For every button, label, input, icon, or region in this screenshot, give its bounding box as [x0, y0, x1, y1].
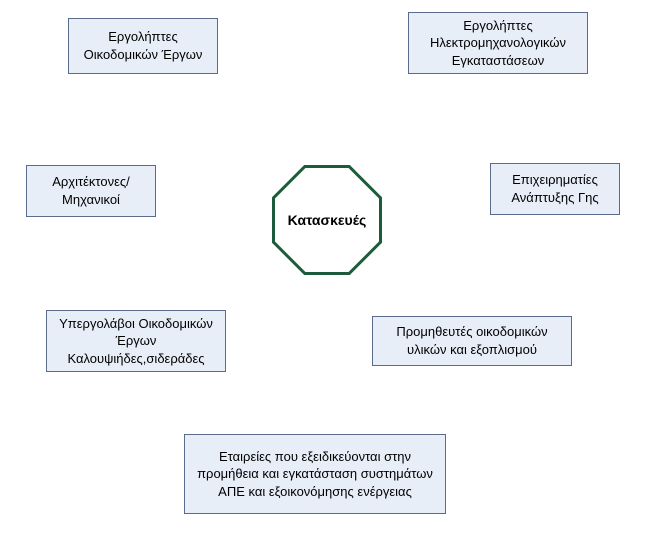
node-mid-left: Αρχιτέκτονες/ Μηχανικοί — [26, 165, 156, 217]
node-label: Εργολήπτες Ηλεκτρομηχανολογικών Εγκαταστ… — [417, 17, 579, 70]
node-bottom: Εταιρείες που εξειδικεύονται στην προμήθ… — [184, 434, 446, 514]
node-top-left: Εργολήπτες Οικοδομικών Έργων — [68, 18, 218, 74]
node-label: Εργολήπτες Οικοδομικών Έργων — [77, 28, 209, 63]
node-label: Υπεργολάβοι Οικοδομικών Έργων Καλουψιήδε… — [55, 315, 217, 368]
center-label: Κατασκευές — [288, 212, 367, 228]
center-node: Κατασκευές — [272, 165, 382, 275]
node-label: Αρχιτέκτονες/ Μηχανικοί — [35, 173, 147, 208]
node-label: Εταιρείες που εξειδικεύονται στην προμήθ… — [193, 448, 437, 501]
node-low-left: Υπεργολάβοι Οικοδομικών Έργων Καλουψιήδε… — [46, 310, 226, 372]
node-label: Προμηθευτές οικοδομικών υλικών και εξοπλ… — [381, 323, 563, 358]
node-low-right: Προμηθευτές οικοδομικών υλικών και εξοπλ… — [372, 316, 572, 366]
node-label: Επιχειρηματίες Ανάπτυξης Γης — [499, 171, 611, 206]
node-top-right: Εργολήπτες Ηλεκτρομηχανολογικών Εγκαταστ… — [408, 12, 588, 74]
node-mid-right: Επιχειρηματίες Ανάπτυξης Γης — [490, 163, 620, 215]
